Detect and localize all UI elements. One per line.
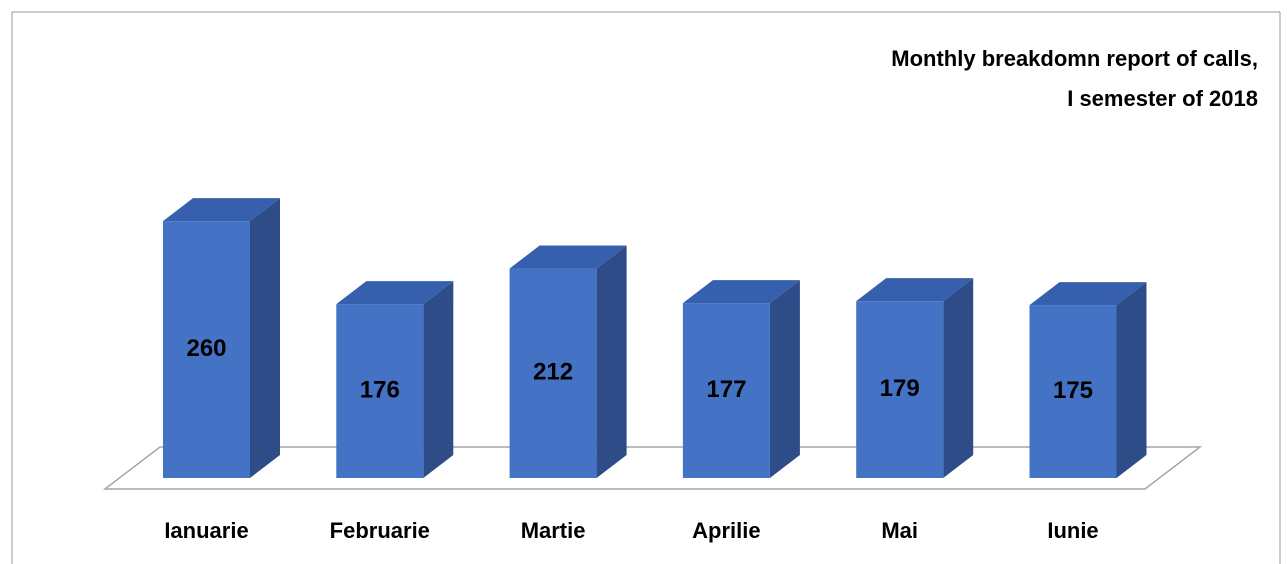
bar-side [769,280,800,478]
bar-side [423,281,454,478]
bar [509,268,597,478]
bar [163,221,250,478]
bar-top [163,198,280,222]
x-tick-label: Martie [521,518,586,543]
bar-top [336,281,454,305]
x-tick-label: Iunie [1047,518,1098,543]
x-tick-label: Februarie [330,518,430,543]
bar [682,303,770,478]
value-label: 177 [706,376,746,403]
bar-side [1116,282,1147,478]
value-label: 176 [360,376,400,403]
chart-title: Monthly breakdomn report of calls, [891,46,1258,71]
bar-side [596,245,627,478]
x-tick-label: Ianuarie [164,518,248,543]
bar [336,304,424,478]
bar [1029,305,1117,478]
x-tick-label: Aprilie [692,518,760,543]
bar-top [682,280,800,304]
chart-subtitle: I semester of 2018 [1067,86,1258,111]
value-label: 260 [186,335,226,362]
bar-top [509,245,627,269]
bar-side [250,198,280,478]
bar-side [943,278,974,478]
value-label: 175 [1053,377,1093,404]
x-tick-label: Mai [881,518,918,543]
bar-top [1029,282,1147,306]
value-label: 179 [880,375,920,402]
bar-top [856,278,974,302]
bar [856,301,944,478]
value-label: 212 [533,359,573,386]
